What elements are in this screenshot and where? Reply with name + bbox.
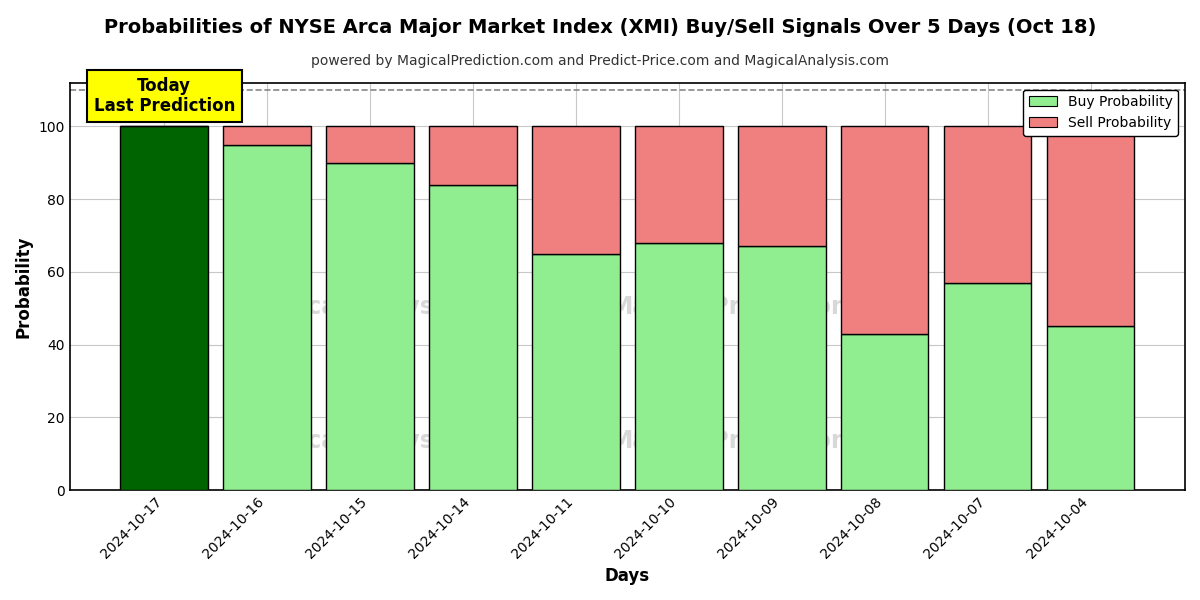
Bar [841, 334, 929, 490]
Bar [1046, 326, 1134, 490]
Y-axis label: Probability: Probability [14, 235, 34, 338]
Bar [532, 127, 619, 254]
Text: MagicalPrediction.com: MagicalPrediction.com [610, 295, 912, 319]
Bar [326, 163, 414, 490]
Bar [635, 127, 722, 243]
Bar [635, 243, 722, 490]
Text: MagicalAnalysis.com: MagicalAnalysis.com [244, 295, 521, 319]
Bar [841, 127, 929, 334]
Text: Today
Last Prediction: Today Last Prediction [94, 77, 235, 115]
Bar [223, 127, 311, 145]
Text: MagicalPrediction.com: MagicalPrediction.com [610, 429, 912, 453]
Text: MagicalAnalysis.com: MagicalAnalysis.com [244, 429, 521, 453]
Legend: Buy Probability, Sell Probability: Buy Probability, Sell Probability [1024, 89, 1178, 136]
Bar [430, 127, 517, 185]
Bar [1046, 127, 1134, 326]
Bar [326, 127, 414, 163]
Bar [944, 283, 1031, 490]
Bar [430, 185, 517, 490]
X-axis label: Days: Days [605, 567, 650, 585]
Bar [120, 127, 208, 490]
Bar [738, 127, 826, 247]
Bar [738, 247, 826, 490]
Bar [532, 254, 619, 490]
Text: powered by MagicalPrediction.com and Predict-Price.com and MagicalAnalysis.com: powered by MagicalPrediction.com and Pre… [311, 54, 889, 68]
Bar [944, 127, 1031, 283]
Text: Probabilities of NYSE Arca Major Market Index (XMI) Buy/Sell Signals Over 5 Days: Probabilities of NYSE Arca Major Market … [104, 18, 1096, 37]
Bar [223, 145, 311, 490]
